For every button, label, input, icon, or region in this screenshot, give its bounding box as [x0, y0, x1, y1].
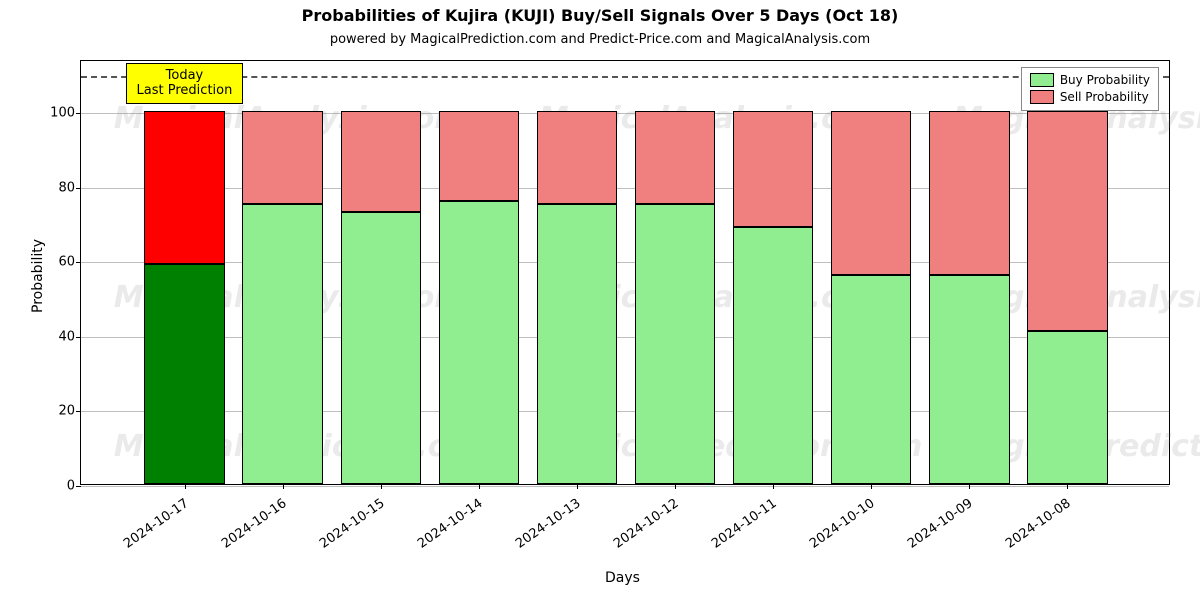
legend-swatch [1030, 73, 1054, 87]
annotation-line: Today [166, 68, 204, 83]
legend-label: Sell Probability [1060, 89, 1149, 106]
bar-slot [144, 61, 224, 484]
xtick-label: 2024-10-11 [709, 496, 780, 552]
buy-bar [242, 204, 322, 484]
ytick-label: 20 [58, 404, 81, 419]
xtick-label: 2024-10-14 [415, 496, 486, 552]
chart-title: Probabilities of Kujira (KUJI) Buy/Sell … [0, 6, 1200, 25]
bar-slot [929, 61, 1009, 484]
buy-bar [439, 201, 519, 484]
chart-subtitle: powered by MagicalPrediction.com and Pre… [0, 32, 1200, 47]
ytick-label: 60 [58, 255, 81, 270]
xtick-label: 2024-10-08 [1004, 496, 1075, 552]
bar-slot [1027, 61, 1107, 484]
sell-bar [537, 111, 617, 204]
legend-label: Buy Probability [1060, 72, 1150, 89]
xtick-label: 2024-10-10 [807, 496, 878, 552]
xtick-label: 2024-10-15 [317, 496, 388, 552]
xtick-mark [381, 484, 382, 489]
bar-slot [341, 61, 421, 484]
legend-swatch [1030, 90, 1054, 104]
sell-bar [439, 111, 519, 200]
xtick-mark [969, 484, 970, 489]
buy-bar [733, 227, 813, 484]
ytick-label: 80 [58, 180, 81, 195]
sell-bar [144, 111, 224, 264]
ytick-label: 100 [50, 106, 81, 121]
buy-bar [537, 204, 617, 484]
ytick-label: 0 [67, 479, 81, 494]
xtick-mark [1067, 484, 1068, 489]
buy-bar [341, 212, 421, 484]
buy-bar [144, 264, 224, 484]
legend: Buy ProbabilitySell Probability [1021, 67, 1159, 111]
xtick-label: 2024-10-17 [121, 496, 192, 552]
buy-bar [635, 204, 715, 484]
legend-item: Buy Probability [1030, 72, 1150, 89]
sell-bar [831, 111, 911, 275]
sell-bar [242, 111, 322, 204]
sell-bar [733, 111, 813, 227]
sell-bar [1027, 111, 1107, 331]
xtick-mark [773, 484, 774, 489]
sell-bar [341, 111, 421, 212]
xtick-mark [283, 484, 284, 489]
sell-bar [929, 111, 1009, 275]
bar-slot [831, 61, 911, 484]
sell-bar [635, 111, 715, 204]
today-annotation: TodayLast Prediction [126, 63, 244, 104]
xtick-label: 2024-10-16 [219, 496, 290, 552]
bar-slot [439, 61, 519, 484]
xtick-mark [479, 484, 480, 489]
figure: Probabilities of Kujira (KUJI) Buy/Sell … [0, 0, 1200, 600]
gridline [81, 486, 1169, 487]
annotation-line: Last Prediction [137, 83, 233, 98]
bar-slot [635, 61, 715, 484]
xtick-label: 2024-10-12 [611, 496, 682, 552]
bar-slot [733, 61, 813, 484]
xtick-mark [185, 484, 186, 489]
xtick-mark [871, 484, 872, 489]
y-axis-label: Probability [30, 238, 46, 312]
bar-slot [242, 61, 322, 484]
xtick-mark [577, 484, 578, 489]
plot-area: 020406080100MagicalAnalysis.comMagicalAn… [80, 60, 1170, 485]
xtick-mark [675, 484, 676, 489]
xtick-label: 2024-10-09 [905, 496, 976, 552]
buy-bar [1027, 331, 1107, 484]
bar-slot [537, 61, 617, 484]
x-axis-label: Days [605, 570, 640, 586]
buy-bar [929, 275, 1009, 484]
ytick-label: 40 [58, 329, 81, 344]
xtick-label: 2024-10-13 [513, 496, 584, 552]
buy-bar [831, 275, 911, 484]
legend-item: Sell Probability [1030, 89, 1150, 106]
